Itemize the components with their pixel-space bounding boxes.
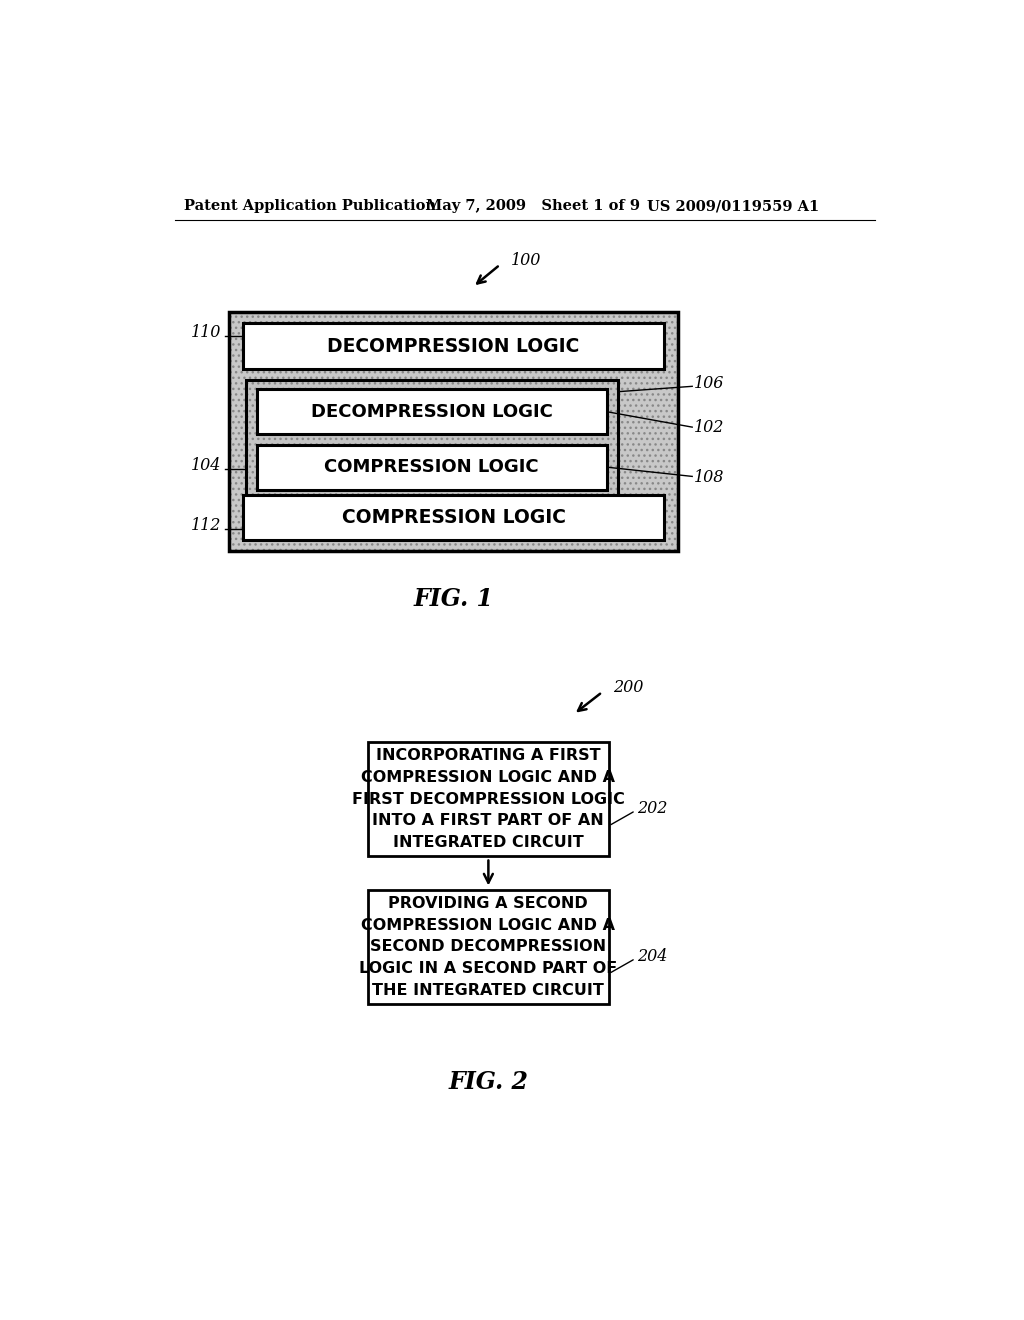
Bar	[369, 742, 608, 857]
Text: FIG. 2: FIG. 2	[449, 1071, 528, 1094]
Text: 110: 110	[190, 323, 221, 341]
Bar	[257, 445, 607, 490]
Bar	[228, 313, 678, 552]
Text: INCORPORATING A FIRST
COMPRESSION LOGIC AND A
FIRST DECOMPRESSION LOGIC
INTO A F: INCORPORATING A FIRST COMPRESSION LOGIC …	[352, 748, 625, 850]
Text: Patent Application Publication: Patent Application Publication	[183, 199, 436, 213]
Bar	[246, 380, 617, 527]
Text: DECOMPRESSION LOGIC: DECOMPRESSION LOGIC	[311, 403, 553, 421]
Text: 106: 106	[693, 375, 724, 392]
Bar	[243, 323, 665, 370]
Text: 204: 204	[637, 948, 668, 965]
Bar	[243, 495, 665, 540]
Bar	[246, 380, 617, 527]
Text: 102: 102	[693, 420, 724, 437]
Text: May 7, 2009   Sheet 1 of 9: May 7, 2009 Sheet 1 of 9	[426, 199, 640, 213]
Text: 200: 200	[613, 678, 643, 696]
Text: US 2009/0119559 A1: US 2009/0119559 A1	[647, 199, 819, 213]
Text: 108: 108	[693, 469, 724, 486]
Text: COMPRESSION LOGIC: COMPRESSION LOGIC	[325, 458, 539, 477]
Text: 112: 112	[190, 517, 221, 535]
Bar	[228, 313, 678, 552]
Text: 202: 202	[637, 800, 668, 817]
Text: PROVIDING A SECOND
COMPRESSION LOGIC AND A
SECOND DECOMPRESSION
LOGIC IN A SECON: PROVIDING A SECOND COMPRESSION LOGIC AND…	[359, 896, 617, 998]
Text: DECOMPRESSION LOGIC: DECOMPRESSION LOGIC	[328, 337, 580, 356]
Text: 100: 100	[511, 252, 542, 268]
Text: COMPRESSION LOGIC: COMPRESSION LOGIC	[341, 508, 565, 527]
Bar	[228, 313, 678, 552]
Text: FIG. 1: FIG. 1	[414, 587, 494, 611]
Bar	[369, 890, 608, 1003]
Bar	[246, 380, 617, 527]
Text: 104: 104	[190, 457, 221, 474]
Bar	[257, 389, 607, 434]
